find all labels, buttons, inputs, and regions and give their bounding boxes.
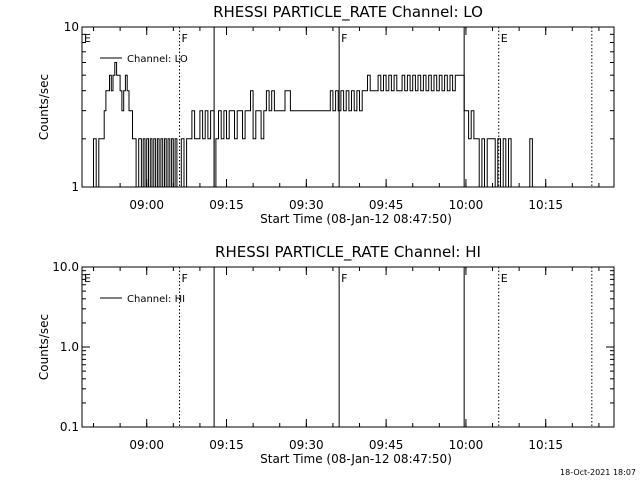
event-marker-label: F bbox=[341, 272, 347, 285]
x-axis-label: Start Time (08-Jan-12 08:47:50) bbox=[260, 212, 452, 226]
legend-label: Channel: HI bbox=[127, 294, 185, 305]
y-tick-label: 10.0 bbox=[52, 260, 79, 274]
y-tick-label: 1 bbox=[71, 180, 79, 194]
event-marker-label: F bbox=[182, 32, 188, 45]
hi-channel-panel: RHESSI PARTICLE_RATE Channel: HI 0.1 1.0 10… bbox=[37, 243, 615, 466]
chart-title: RHESSI PARTICLE_RATE Channel: LO bbox=[213, 3, 483, 22]
x-tick-label: 10:15 bbox=[528, 438, 563, 452]
x-tick-label: 09:30 bbox=[289, 438, 324, 452]
event-marker-label: E bbox=[84, 32, 91, 45]
x-tick-label: 09:15 bbox=[209, 198, 244, 212]
y-tick-label: 0.1 bbox=[60, 420, 79, 434]
chart-title: RHESSI PARTICLE_RATE Channel: HI bbox=[215, 243, 481, 262]
x-tick-label: 10:00 bbox=[449, 198, 484, 212]
x-tick-label: 10:15 bbox=[528, 198, 563, 212]
x-tick-label: 09:30 bbox=[289, 198, 324, 212]
plot-frame bbox=[81, 266, 615, 428]
y-axis-label: Counts/sec bbox=[37, 314, 51, 380]
y-tick-label: 1.0 bbox=[60, 340, 79, 354]
plot-frame bbox=[81, 26, 615, 188]
event-marker-label: F bbox=[341, 32, 347, 45]
legend-label: Channel: LO bbox=[127, 54, 188, 65]
event-marker-label: F bbox=[182, 272, 188, 285]
y-tick-label: 10 bbox=[64, 20, 79, 34]
event-marker-label: E bbox=[501, 32, 508, 45]
x-tick-label: 09:45 bbox=[369, 438, 404, 452]
x-tick-label: 09:00 bbox=[129, 438, 164, 452]
x-tick-label: 09:45 bbox=[369, 198, 404, 212]
x-tick-label: 10:00 bbox=[449, 438, 484, 452]
x-tick-label: 09:15 bbox=[209, 438, 244, 452]
series-line bbox=[91, 62, 533, 188]
x-axis-label: Start Time (08-Jan-12 08:47:50) bbox=[260, 452, 452, 466]
timestamp-stamp: 18-Oct-2021 18:07 bbox=[560, 468, 636, 477]
lo-channel-panel: RHESSI PARTICLE_RATE Channel: LO 1 10 09:00… bbox=[37, 3, 615, 226]
event-marker-label: E bbox=[501, 272, 508, 285]
x-tick-label: 09:00 bbox=[129, 198, 164, 212]
y-axis-label: Counts/sec bbox=[37, 74, 51, 140]
event-marker-label: E bbox=[84, 272, 91, 285]
